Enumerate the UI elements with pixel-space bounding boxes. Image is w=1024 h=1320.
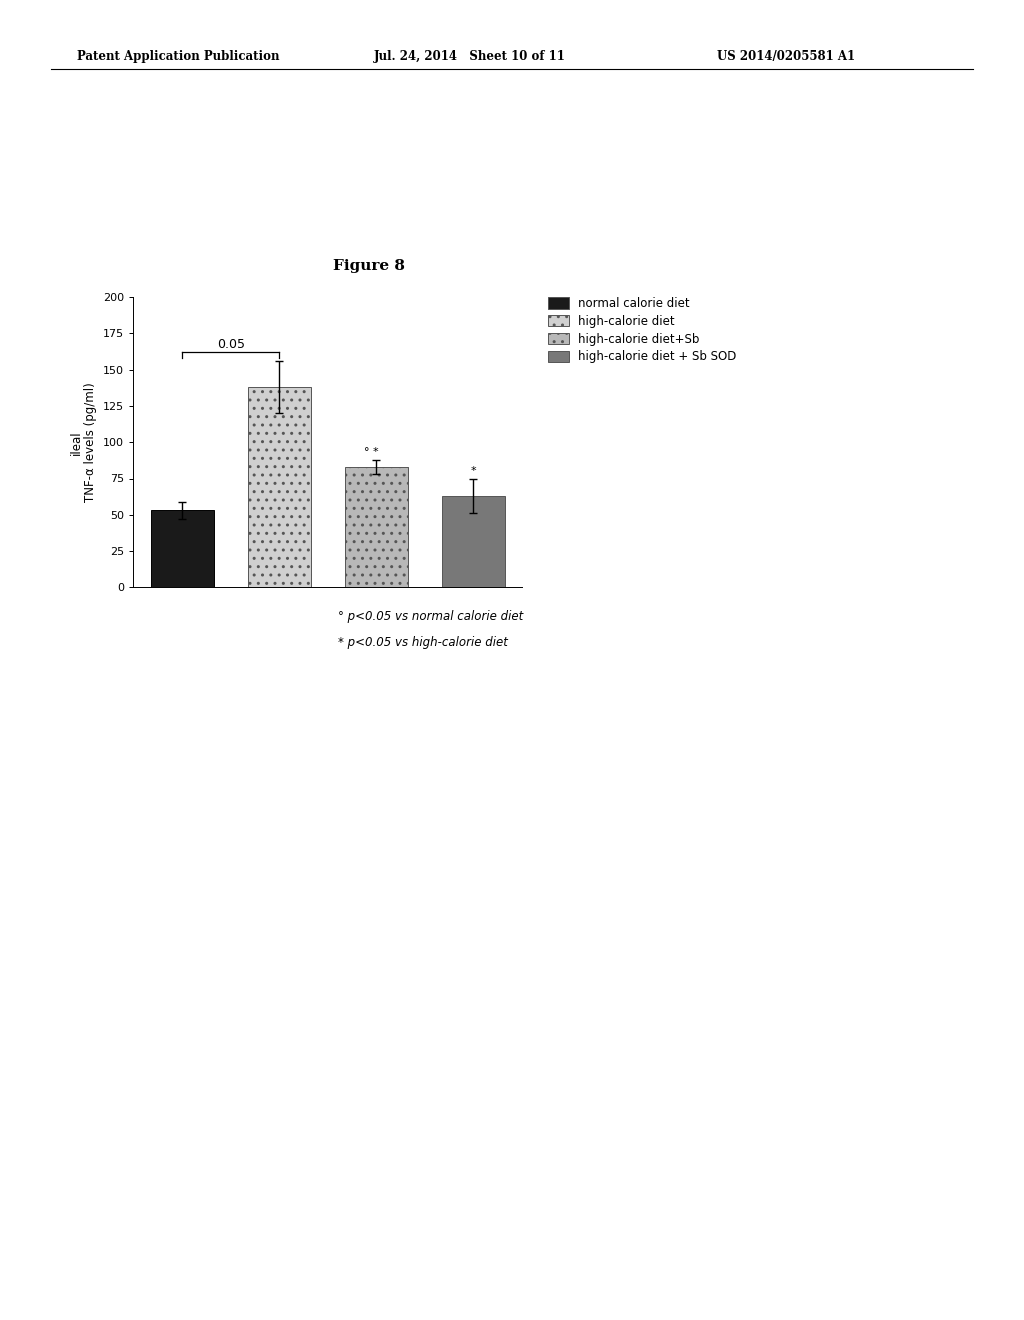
Text: 0.05: 0.05 xyxy=(217,338,245,351)
Bar xyxy=(248,387,310,587)
Text: ° *: ° * xyxy=(364,446,379,457)
Bar xyxy=(151,511,214,587)
Legend: normal calorie diet, high-calorie diet, high-calorie diet+Sb, high-calorie diet : normal calorie diet, high-calorie diet, … xyxy=(548,297,736,363)
Bar xyxy=(441,496,505,587)
Text: US 2014/0205581 A1: US 2014/0205581 A1 xyxy=(717,50,855,63)
Y-axis label: ileal
TNF-α levels (pg/ml): ileal TNF-α levels (pg/ml) xyxy=(70,383,97,502)
Text: *: * xyxy=(470,466,476,475)
Text: Figure 8: Figure 8 xyxy=(333,259,404,273)
Bar xyxy=(345,467,408,587)
Text: ° p<0.05 vs normal calorie diet: ° p<0.05 vs normal calorie diet xyxy=(338,610,523,623)
Text: * p<0.05 vs high-calorie diet: * p<0.05 vs high-calorie diet xyxy=(338,636,508,649)
Text: Patent Application Publication: Patent Application Publication xyxy=(77,50,280,63)
Text: Jul. 24, 2014   Sheet 10 of 11: Jul. 24, 2014 Sheet 10 of 11 xyxy=(374,50,565,63)
